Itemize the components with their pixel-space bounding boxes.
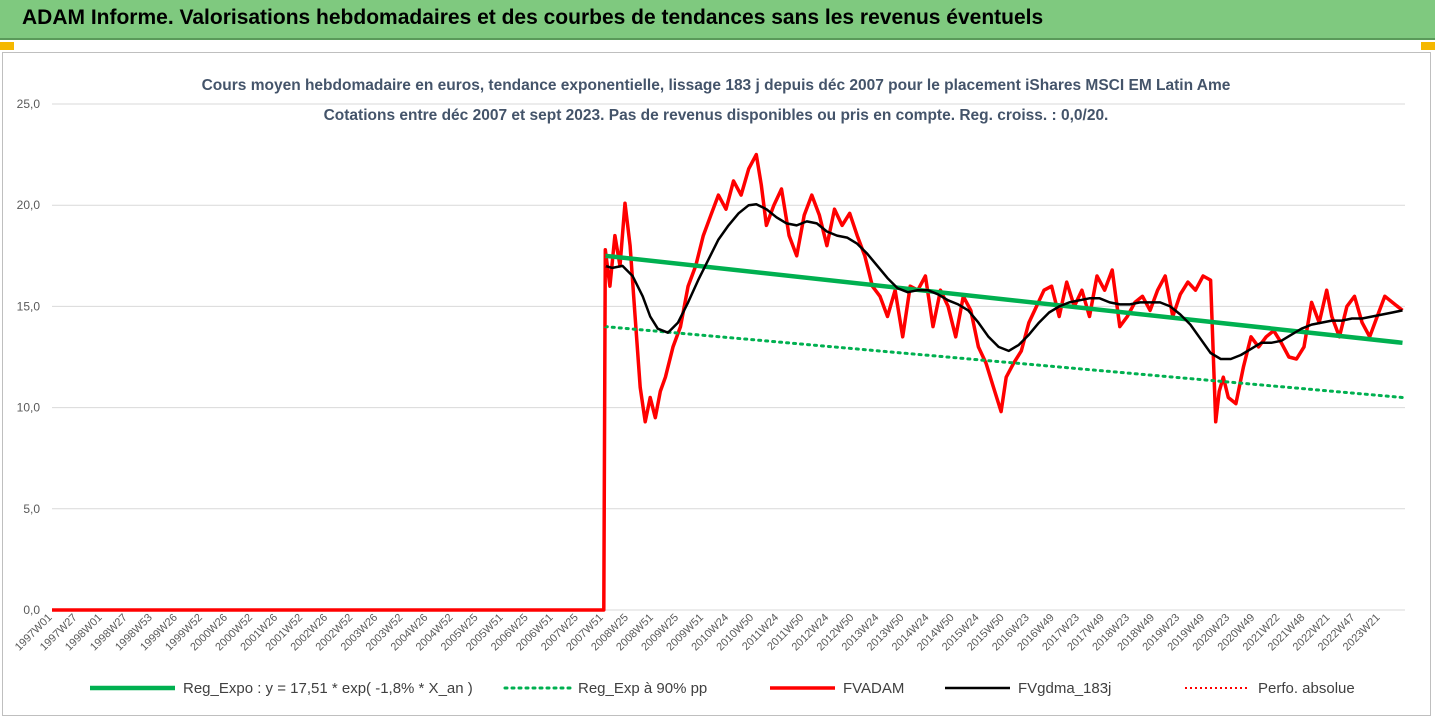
series-layer [52,152,1404,612]
legend-label: Perfo. absolue [1258,680,1355,697]
series-line-4 [52,255,607,611]
y-tick-label: 25,0 [17,97,41,111]
legend-label: FVADAM [843,680,904,697]
page-title: ADAM Informe. Valorisations hebdomadaire… [22,6,1044,29]
y-tick-label: 15,0 [17,299,41,313]
chart-frame [2,52,1431,716]
title-bar: ADAM Informe. Valorisations hebdomadaire… [0,0,1435,40]
y-axis-ticks: 0,0 5,0 10,0 15,0 20,0 25,0 [17,97,41,617]
series-line-3 [604,202,1403,361]
corner-marker-left [0,42,14,50]
chart-title: Cours moyen hebdomadaire en euros, tenda… [202,77,1231,94]
legend-label: Reg_Expo : y = 17,51 * exp( -1,8% * X_an… [183,680,473,697]
series-line-0 [605,253,1403,346]
y-tick-label: 5,0 [23,502,40,516]
legend-label: Reg_Exp à 90% pp [578,680,707,697]
y-tick-label: 0,0 [23,603,40,617]
legend: Reg_Expo : y = 17,51 * exp( -1,8% * X_an… [90,680,1355,697]
series-line-1 [603,325,1404,399]
legend-label: FVgdma_183j [1018,680,1111,697]
corner-marker-right [1421,42,1435,50]
y-tick-label: 10,0 [17,401,41,415]
y-tick-label: 20,0 [17,198,41,212]
series-line-2 [52,152,1404,612]
x-axis-ticks: 1997W011997W271998W011998W271998W531999W… [13,612,1383,654]
chart-subtitle: Cotations entre déc 2007 et sept 2023. P… [324,107,1109,124]
grid-lines [52,103,1405,611]
